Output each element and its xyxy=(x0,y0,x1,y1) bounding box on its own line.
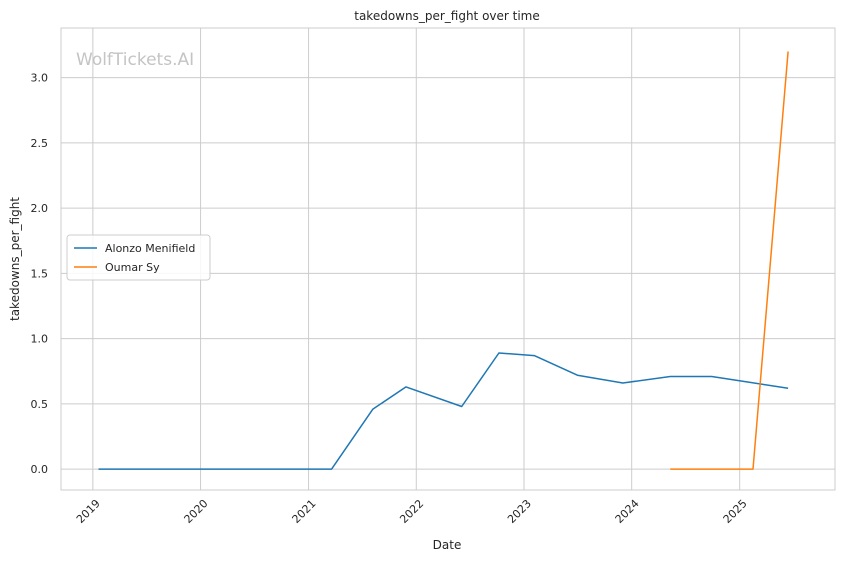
series-line-alonzo-menifield xyxy=(98,352,789,470)
y-tick-label: 2.0 xyxy=(31,202,49,215)
legend: Alonzo Menifield Oumar Sy xyxy=(66,234,211,281)
x-axis-label: Date xyxy=(433,538,462,552)
y-tick-label: 2.5 xyxy=(31,137,49,150)
watermark: WolfTickets.AI xyxy=(76,50,194,70)
y-tick-labels: 0.0 0.5 1.0 1.5 2.0 2.5 3.0 xyxy=(31,72,49,477)
x-gridlines xyxy=(92,28,741,490)
legend-box xyxy=(66,234,211,281)
chart-title: takedowns_per_fight over time xyxy=(354,9,540,23)
y-tick-label: 1.0 xyxy=(31,333,49,346)
series-layer xyxy=(98,51,789,470)
y-tick-label: 1.5 xyxy=(31,267,49,280)
legend-label: Alonzo Menifield xyxy=(105,242,195,255)
y-tick-label: 0.5 xyxy=(31,398,49,411)
series-line-oumar-sy xyxy=(670,51,789,470)
legend-label: Oumar Sy xyxy=(105,261,160,274)
y-axis-label: takedowns_per_fight xyxy=(8,197,22,321)
y-tick-label: 0.0 xyxy=(31,463,49,476)
y-tick-label: 3.0 xyxy=(31,72,49,85)
plot-frame xyxy=(60,27,836,491)
